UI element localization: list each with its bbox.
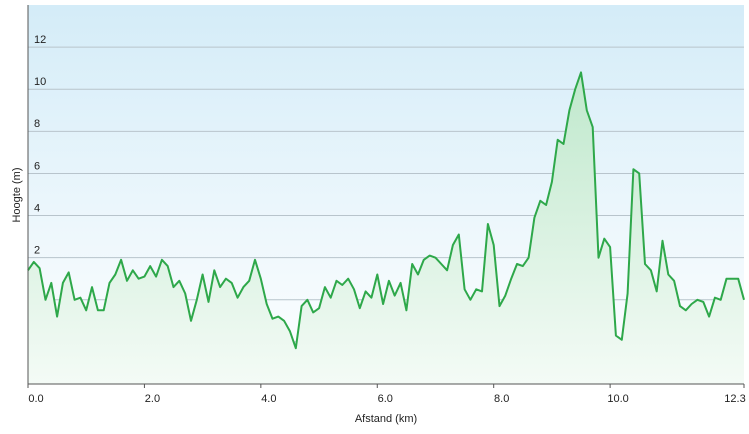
x-tick-label: 12.3 <box>724 393 745 405</box>
x-tick-label: 2.0 <box>145 393 160 405</box>
x-tick-label: 6.0 <box>378 393 393 405</box>
x-tick-label: 4.0 <box>261 393 276 405</box>
x-tick-label: 0.0 <box>28 393 43 405</box>
area-fill <box>28 72 744 385</box>
y-tick-label: 12 <box>34 34 46 46</box>
x-axis-label: Afstand (km) <box>355 413 417 425</box>
y-axis-label: Hoogte (m) <box>11 167 23 222</box>
y-tick-label: 8 <box>34 118 40 130</box>
y-tick-label: 6 <box>34 160 40 172</box>
elevation-line <box>27 71 745 350</box>
x-tick-label: 8.0 <box>494 393 509 405</box>
x-tick-label: 10.0 <box>607 393 628 405</box>
y-tick-label: 10 <box>34 76 46 88</box>
y-tick-label: 2 <box>34 245 40 257</box>
y-tick-label: 4 <box>34 202 40 214</box>
